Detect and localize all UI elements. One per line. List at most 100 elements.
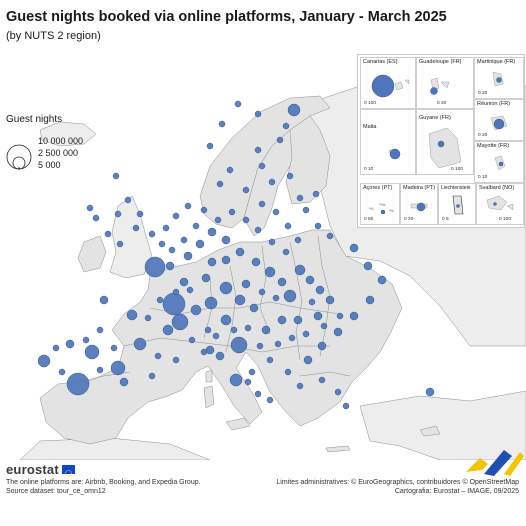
region-bubble: [363, 261, 373, 271]
inset-madeira: Madeira (PT) 0 20: [400, 183, 438, 225]
region-bubble: [132, 224, 140, 232]
region-bubble: [116, 240, 124, 248]
region-bubble: [313, 311, 323, 321]
region-bubble: [276, 136, 284, 144]
region-bubble: [312, 190, 320, 198]
region-bubble: [183, 251, 193, 261]
region-bubble: [349, 311, 359, 321]
bubble-reunion: [493, 118, 505, 130]
inset-mayotte: Mayotte (FR) 0 10: [474, 141, 524, 183]
region-bubble: [242, 186, 250, 194]
land-sicily: [225, 417, 251, 431]
map-title: Guest nights booked via online platforms…: [6, 9, 447, 25]
region-bubble: [325, 295, 335, 305]
legend-circles: [6, 144, 32, 170]
region-bubble: [342, 402, 350, 410]
bubble-liechtenstein: [456, 204, 460, 208]
region-bubble: [244, 378, 252, 386]
region-bubble: [186, 286, 194, 294]
region-bubble: [294, 264, 306, 276]
inset-panel: Canarias (ES) 0 100 Guadeloupe (FR) 0 20…: [357, 54, 525, 228]
region-bubble: [286, 172, 294, 180]
region-bubble: [180, 236, 188, 244]
region-bubble: [282, 122, 290, 130]
region-bubble: [218, 120, 226, 128]
legend-value-small: 5 000: [38, 160, 61, 170]
region-bubble: [66, 372, 90, 396]
inset-reunion: Réunion (FR) 0 20: [474, 99, 524, 141]
land-great-britain: [109, 195, 153, 279]
region-bubble: [277, 315, 287, 325]
region-bubble: [242, 216, 250, 224]
region-bubble: [136, 210, 144, 218]
bubble-acores: [380, 209, 386, 215]
legend-title: Guest nights: [6, 114, 63, 125]
region-bubble: [104, 230, 112, 238]
bubble-guyane: [437, 140, 445, 148]
region-bubble: [294, 236, 302, 244]
region-bubble: [205, 345, 215, 355]
inset-guyane: Guyane (FR) 0 100: [416, 109, 474, 175]
region-bubble: [207, 257, 217, 267]
region-bubble: [258, 288, 266, 296]
region-bubble: [162, 224, 170, 232]
region-bubble: [172, 212, 180, 220]
region-bubble: [204, 326, 212, 334]
region-bubble: [172, 288, 180, 296]
region-bubble: [214, 216, 222, 224]
region-bubble: [188, 336, 196, 344]
cartography-credit: Cartografia: Eurostat – IMAGE, 09/2025: [394, 488, 519, 495]
region-bubble: [184, 202, 192, 210]
bubble-mayotte: [498, 161, 504, 167]
land-turkey: [359, 390, 526, 460]
region-bubble: [226, 166, 234, 174]
region-bubble: [148, 230, 156, 238]
region-bubble: [154, 352, 162, 360]
region-bubble: [282, 248, 290, 256]
region-bubble: [254, 110, 262, 118]
inset-svalbard: Svalbard (NO) 0 100: [476, 183, 524, 225]
land-ireland: [77, 235, 107, 273]
bubble-guadeloupe: [430, 87, 438, 95]
region-bubble: [244, 324, 252, 332]
region-bubble: [287, 103, 301, 117]
region-bubble: [204, 296, 218, 310]
region-bubble: [124, 196, 132, 204]
region-bubble: [268, 238, 276, 246]
region-bubble: [133, 337, 147, 351]
region-bubble: [318, 376, 326, 384]
region-bubble: [305, 275, 315, 285]
region-bubble: [326, 232, 334, 240]
region-bubble: [266, 356, 274, 364]
inset-acores: Açores (PT) 0 50: [360, 183, 400, 225]
inset-guadeloupe: Guadeloupe (FR) 0 20: [416, 57, 474, 109]
region-bubble: [126, 309, 138, 321]
bubble-madeira: [416, 202, 426, 212]
region-bubble: [254, 146, 262, 154]
region-bubble: [96, 326, 104, 334]
region-bubble: [119, 377, 129, 387]
region-bubble: [425, 387, 435, 397]
region-bubble: [144, 256, 166, 278]
region-bubble: [179, 277, 189, 287]
region-bubble: [148, 372, 156, 380]
bubble-malta: [389, 148, 401, 160]
region-bubble: [229, 373, 243, 387]
region-bubble: [268, 178, 276, 186]
region-bubble: [258, 162, 266, 170]
bubble-martinique: [496, 77, 502, 83]
region-bubble: [272, 294, 280, 302]
region-bubble: [190, 304, 202, 316]
region-bubble: [84, 344, 100, 360]
region-bubble: [144, 314, 152, 322]
region-bubble: [254, 390, 262, 398]
region-bubble: [156, 296, 164, 304]
region-bubble: [171, 313, 189, 331]
region-bubble: [201, 273, 211, 283]
region-bubble: [216, 180, 224, 188]
region-bubble: [230, 336, 248, 354]
region-bubble: [228, 208, 236, 216]
region-bubble: [52, 344, 60, 352]
source-dataset: Source dataset: tour_ce_omn12: [6, 488, 106, 495]
region-bubble: [110, 360, 126, 376]
